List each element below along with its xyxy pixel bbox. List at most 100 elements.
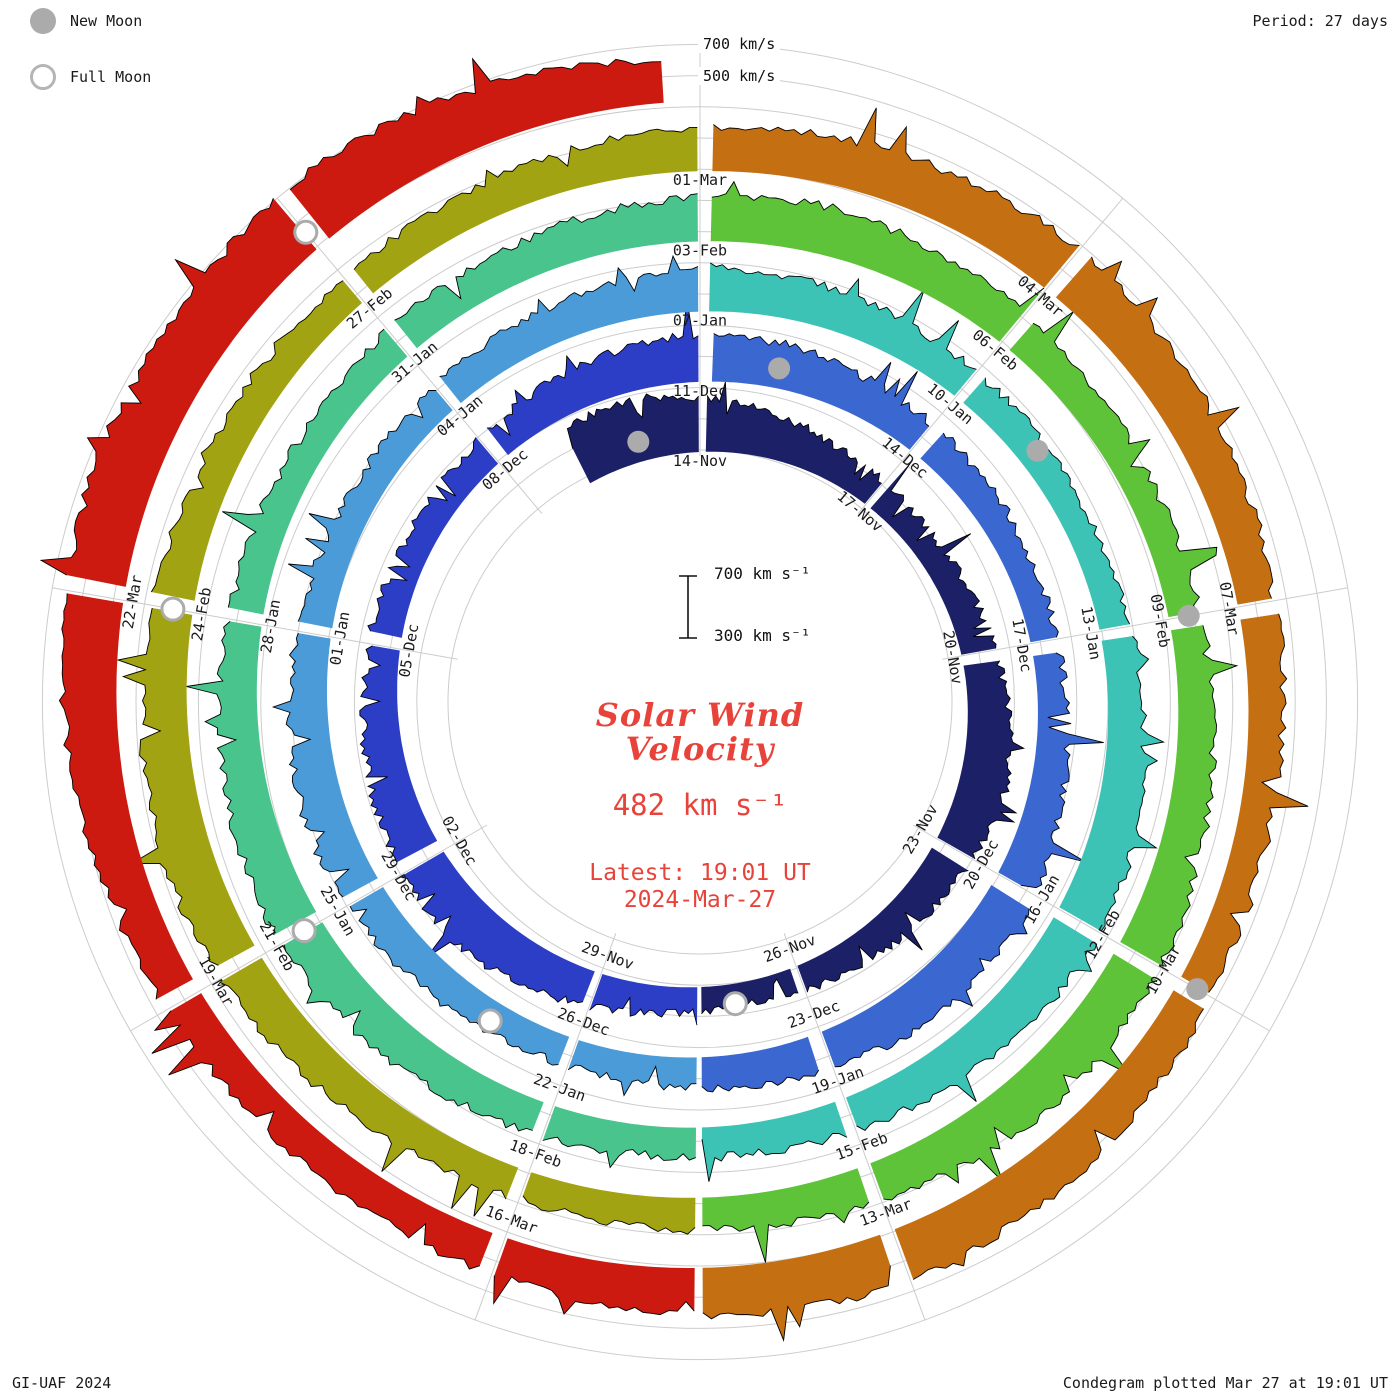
full-moon-marker: [293, 219, 319, 245]
full-moon-marker: [291, 918, 317, 944]
velocity-band-outline: [701, 978, 799, 1015]
velocity-band: [273, 633, 378, 898]
velocity-band: [367, 437, 499, 638]
velocity-band-outline: [353, 126, 698, 270]
velocity-band: [1181, 613, 1309, 993]
velocity-band: [186, 621, 317, 935]
velocity-band-outline: [972, 660, 1025, 860]
velocity-band-outline: [806, 870, 969, 993]
velocity-band-outline: [589, 996, 698, 1026]
velocity-band-outline: [150, 280, 344, 593]
velocity-band-outline: [542, 1136, 696, 1169]
velocity-band: [486, 299, 699, 456]
velocity-band-outline: [522, 1195, 696, 1235]
velocity-band-outline: [834, 908, 1030, 1068]
velocity-band: [222, 329, 408, 615]
new-moon-marker: [1186, 978, 1209, 1001]
velocity-band: [151, 993, 493, 1270]
velocity-band-outline: [701, 1069, 820, 1093]
velocity-band-outline: [709, 262, 977, 370]
outer-circle-scale-label: 700 km/s: [698, 35, 781, 53]
velocity-band-outline: [1091, 256, 1274, 599]
velocity-band: [702, 1101, 848, 1182]
center-scale-bar: [679, 575, 697, 639]
velocity-band: [522, 1172, 696, 1235]
velocity-band: [284, 922, 544, 1131]
velocity-band: [41, 198, 317, 587]
velocity-band: [439, 256, 699, 404]
velocity-band-outline: [942, 432, 1059, 638]
velocity-band: [359, 645, 438, 863]
chart-title-line1: Solar Wind: [595, 696, 805, 734]
velocity-band: [702, 1234, 891, 1341]
velocity-band: [709, 262, 977, 396]
velocity-band: [870, 953, 1158, 1200]
velocity-band: [493, 1238, 695, 1315]
velocity-band: [219, 957, 519, 1217]
full-moon-marker: [477, 1008, 503, 1034]
new-moon-marker: [627, 430, 650, 453]
velocity-band-outline: [271, 632, 351, 898]
latest-block: Latest: 19:01 UT 2024-Mar-27: [420, 860, 980, 914]
velocity-band-outline: [400, 876, 584, 1004]
velocity-band: [288, 390, 453, 629]
period-label: Period: 27 days: [1252, 12, 1388, 30]
new-moon-marker: [768, 357, 791, 380]
velocity-band: [821, 885, 1029, 1067]
velocity-band: [1120, 625, 1237, 967]
velocity-band: [712, 107, 1080, 288]
velocity-band-outline: [566, 393, 699, 449]
velocity-band-outline: [486, 299, 699, 437]
velocity-band-outline: [186, 621, 276, 936]
velocity-band: [350, 887, 570, 1066]
velocity-band: [870, 460, 996, 655]
velocity-band: [542, 1106, 696, 1168]
grid-spokes: [51, 44, 1349, 1321]
legend-new-moon: New Moon: [30, 8, 142, 34]
current-velocity-value: 482 km s⁻¹: [612, 788, 788, 822]
velocity-band-outline: [359, 645, 398, 863]
credit-label: GI-UAF 2024: [12, 1374, 112, 1392]
full-moon-icon: [30, 64, 56, 90]
velocity-band-outline: [912, 1008, 1204, 1280]
velocity-band: [711, 333, 930, 450]
scalebar-bottom-label: 300 km s⁻¹: [714, 626, 811, 645]
date-label: 07-Jan: [673, 312, 727, 330]
velocity-band: [1009, 311, 1217, 618]
velocity-band-outline: [1100, 635, 1165, 932]
velocity-band: [797, 847, 969, 993]
new-moon-marker: [1177, 604, 1200, 627]
velocity-band-outline: [493, 1275, 695, 1316]
velocity-band: [963, 377, 1130, 630]
velocity-band-outline: [702, 1201, 870, 1263]
velocity-band-outline: [283, 944, 533, 1132]
velocity-band-outline: [287, 389, 437, 622]
velocity-band-outline: [116, 607, 219, 966]
velocity-band-outline: [701, 1133, 848, 1182]
velocity-band-outline: [713, 107, 1080, 246]
velocity-band: [354, 127, 698, 294]
velocity-band: [710, 181, 1045, 342]
velocity-band: [118, 608, 255, 966]
velocity-band-outline: [1020, 652, 1104, 889]
new-moon-label: New Moon: [70, 12, 143, 30]
velocity-band: [589, 974, 698, 1026]
velocity-band: [998, 652, 1104, 888]
latest-date-label: 2024-Mar-27: [623, 887, 777, 913]
velocity-band: [394, 193, 698, 349]
latest-time-label: Latest: 19:01 UT: [589, 860, 811, 886]
inner-circle-scale-label: 500 km/s: [698, 67, 781, 85]
velocity-band-outline: [222, 328, 385, 608]
velocity-band: [1055, 256, 1273, 605]
velocity-band-outline: [151, 1010, 480, 1270]
scalebar-top-label: 700 km s⁻¹: [714, 564, 811, 583]
velocity-band-outline: [567, 1064, 697, 1097]
velocity-band: [702, 1168, 869, 1263]
new-moon-icon: [30, 8, 56, 34]
velocity-band: [846, 917, 1097, 1131]
date-label: 22-Jan: [531, 1070, 588, 1105]
date-label: 03-Feb: [673, 241, 727, 259]
velocity-band-outline: [58, 593, 158, 1000]
velocity-band: [920, 432, 1059, 643]
